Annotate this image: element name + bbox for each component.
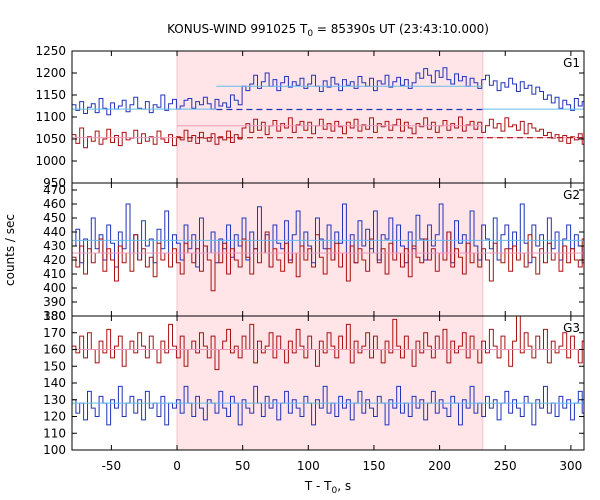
highlight-interval-g2 — [177, 183, 483, 316]
series-red-g3 — [72, 316, 584, 371]
y-tick-label: 430 — [43, 239, 66, 253]
y-tick-label: 160 — [43, 343, 66, 357]
plot-area-g2 — [72, 203, 584, 292]
y-tick-label: 1100 — [35, 110, 66, 124]
x-tick-label: 250 — [494, 459, 517, 473]
y-tick-label: 100 — [43, 443, 66, 457]
y-tick-label: 420 — [43, 253, 66, 267]
y-tick-label: 170 — [43, 326, 66, 340]
y-tick-label: 1050 — [35, 132, 66, 146]
y-tick-label: 450 — [43, 211, 66, 225]
y-tick-label: 390 — [43, 295, 66, 309]
plot-area-g3 — [72, 316, 584, 426]
y-tick-label: 130 — [43, 393, 66, 407]
series-blue-g2 — [72, 203, 584, 268]
x-tick-label: 0 — [173, 459, 181, 473]
panel-label-g1: G1 — [563, 56, 580, 70]
x-tick-label: 150 — [362, 459, 385, 473]
x-tick-label: 200 — [428, 459, 451, 473]
chart-title-rest: = 85390s UT (23:43:10.000) — [313, 22, 489, 36]
y-tick-label: 180 — [43, 309, 66, 323]
panel-g1: 950 1000 1050 1100 1150 1200 1250 G1 — [35, 44, 585, 190]
y-tick-label: 150 — [43, 359, 66, 373]
chart-title: KONUS-WIND 991025 T0 = 85390s UT (23:43:… — [167, 22, 489, 39]
panel-label-g2: G2 — [563, 188, 580, 202]
y-tick-label: 1200 — [35, 66, 66, 80]
panel-g3: 100 110 120 130 140 150 160 170 180 G3 — [43, 309, 585, 457]
x-tick-label: -50 — [102, 459, 122, 473]
y-tick-label: 140 — [43, 376, 66, 390]
x-axis-label: T - T0, s — [304, 479, 351, 496]
y-tick-label: 950 — [43, 176, 66, 190]
y-tick-label: 440 — [43, 225, 66, 239]
panels-group: 950100010501100115012001250G138039040041… — [35, 44, 585, 473]
panel-label-g3: G3 — [563, 321, 580, 335]
y-tick-label: 1000 — [35, 154, 66, 168]
y-tick-label: 1250 — [35, 44, 66, 58]
y-tick-label: 110 — [43, 426, 66, 440]
series-blue-g3 — [72, 385, 584, 426]
highlight-interval-g3 — [177, 316, 483, 450]
plot-area-g1 — [72, 67, 584, 149]
highlight-interval-g1 — [177, 51, 483, 183]
x-axis-label-main: T - T — [304, 479, 332, 493]
x-axis-label-rest: , s — [337, 479, 351, 493]
y-tick-label: 120 — [43, 410, 66, 424]
x-tick-label: 300 — [559, 459, 582, 473]
x-tick-label: 100 — [297, 459, 320, 473]
y-axis-label: counts / sec — [3, 214, 17, 286]
chart-title-main: KONUS-WIND 991025 T — [167, 22, 308, 36]
y-tick-label: 380 — [43, 309, 66, 323]
y-tick-label: 1150 — [35, 88, 66, 102]
y-tick-label: 400 — [43, 281, 66, 295]
y-tick-label: 470 — [43, 183, 66, 197]
y-tick-label: 410 — [43, 267, 66, 281]
chart-title-subscript: 0 — [307, 29, 313, 39]
y-tick-label: 460 — [43, 197, 66, 211]
x-axis-label-subscript: 0 — [332, 486, 338, 496]
x-tick-label: 50 — [235, 459, 250, 473]
series-red-g2 — [72, 231, 584, 292]
